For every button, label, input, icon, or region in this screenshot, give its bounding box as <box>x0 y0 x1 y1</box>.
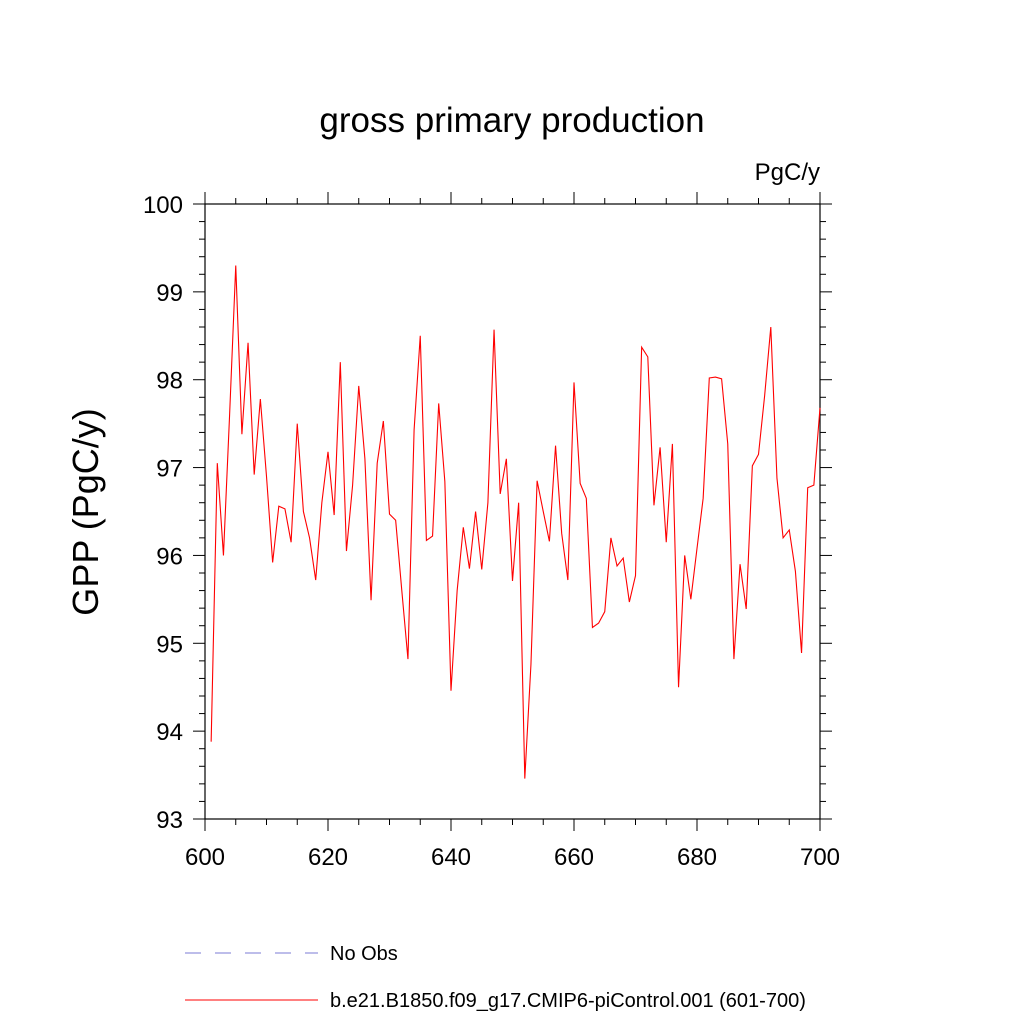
x-tick-label: 700 <box>800 844 840 871</box>
legend-label: No Obs <box>330 943 398 965</box>
y-tick-label: 97 <box>156 456 183 483</box>
y-tick-label: 94 <box>156 719 183 746</box>
x-tick-label: 640 <box>431 844 471 871</box>
y-tick-label: 99 <box>156 280 183 307</box>
y-tick-label: 98 <box>156 368 183 395</box>
chart-title: gross primary production <box>319 101 704 140</box>
data-series <box>210 265 821 779</box>
units-label: PgC/y <box>755 159 820 186</box>
legend-label: b.e21.B1850.f09_g17.CMIP6-piControl.001 … <box>330 990 806 1012</box>
axis-ticks <box>193 192 832 831</box>
y-tick-label: 100 <box>143 192 183 219</box>
legend: No Obs b.e21.B1850.f09_g17.CMIP6-piContro… <box>185 943 806 1012</box>
axis-tick-labels: 600 620 640 660 680 700 93 94 95 96 97 98 99 100 <box>143 192 840 871</box>
plot-frame <box>204 203 821 820</box>
y-tick-label: 96 <box>156 543 183 570</box>
x-tick-label: 620 <box>308 844 348 871</box>
x-tick-label: 680 <box>677 844 717 871</box>
y-axis-label: GPP (PgC/y) <box>65 408 106 615</box>
y-tick-label: 95 <box>156 631 183 658</box>
x-tick-label: 660 <box>554 844 594 871</box>
x-tick-label: 600 <box>185 844 225 871</box>
series-line <box>210 265 821 779</box>
y-tick-label: 93 <box>156 807 183 834</box>
